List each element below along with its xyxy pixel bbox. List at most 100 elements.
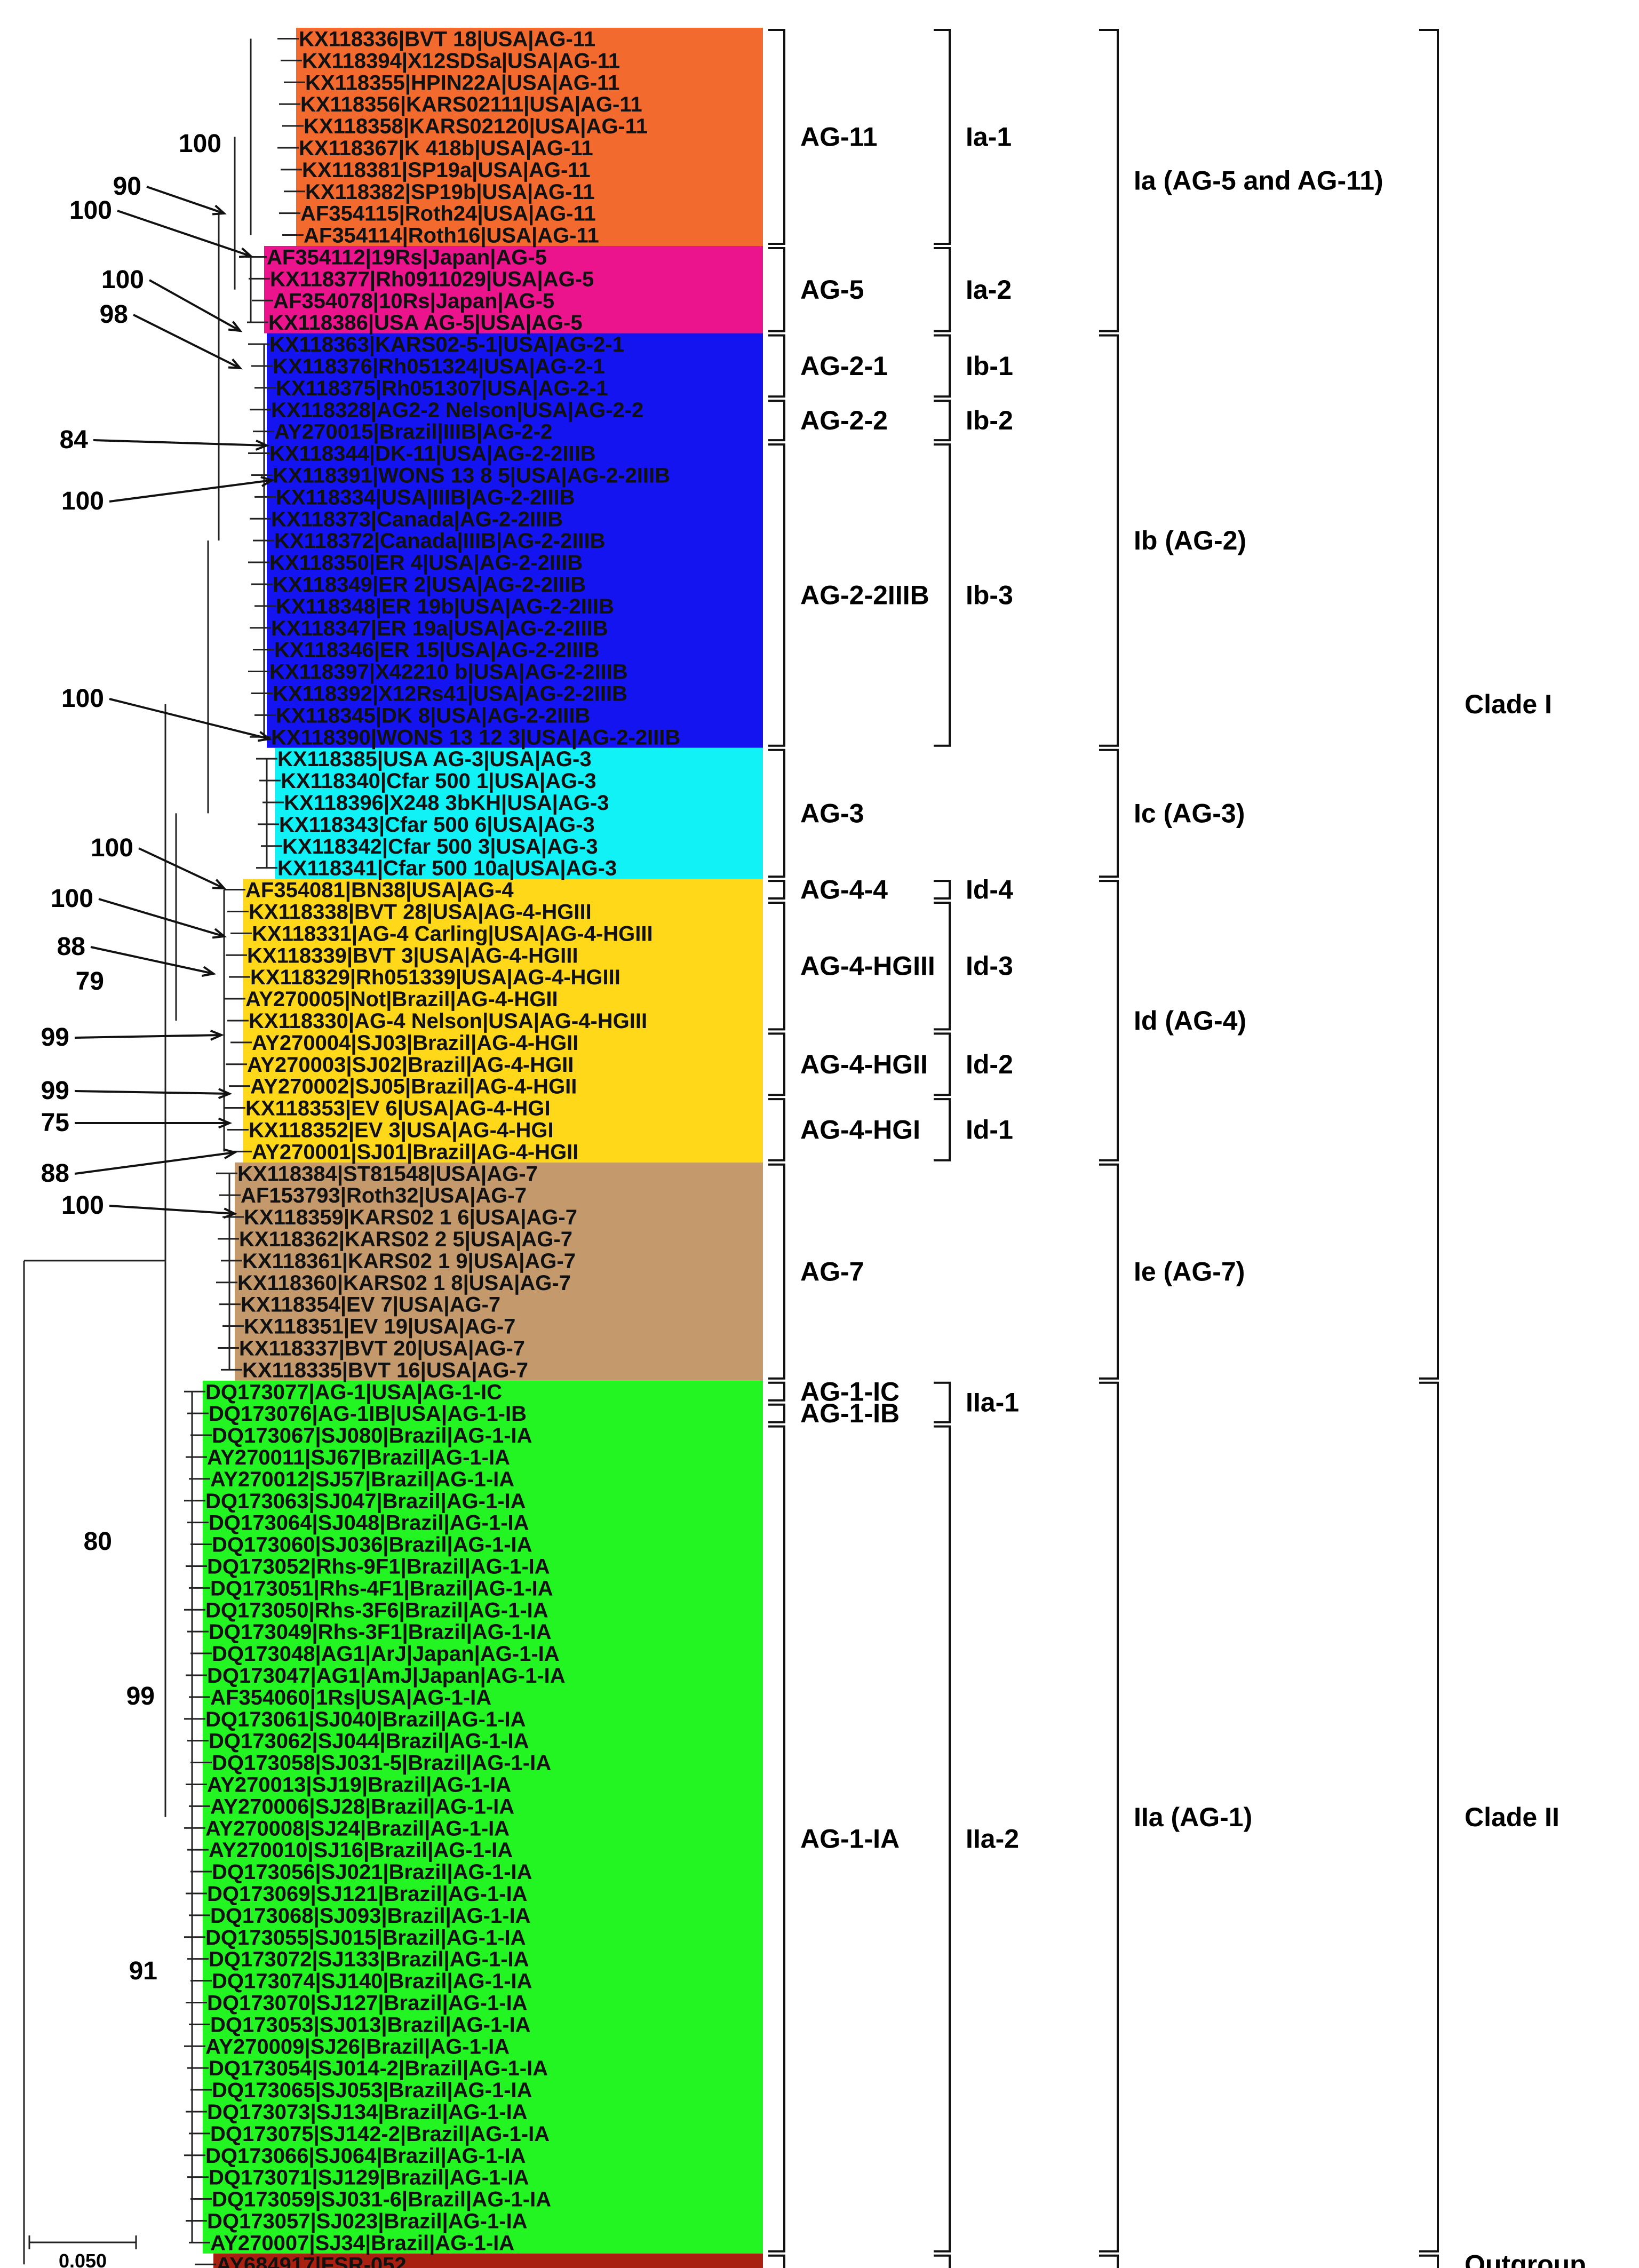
taxon-label: AY270013|SJ19|Brazil|AG-1-IA — [207, 1773, 511, 1796]
taxon-label: KX118390|WONS 13 12 3|USA|AG-2-2IIIB — [271, 726, 680, 749]
arrow-head — [202, 966, 217, 977]
clade-bracket — [934, 902, 951, 1031]
bootstrap-value: 100 — [179, 130, 221, 158]
scale-bar: 0.050 — [28, 2235, 137, 2268]
bootstrap-value: 99 — [41, 1023, 69, 1052]
taxon-label: KX118381|SP19a|USA|AG-11 — [302, 158, 591, 182]
taxon-label: KX118328|AG2-2 Nelson|USA|AG-2-2 — [271, 399, 643, 422]
clade-bracket — [934, 1381, 951, 1423]
taxon-label: DQ173065|SJ053|Brazil|AG-1-IA — [212, 2079, 532, 2102]
bootstrap-value: 100 — [61, 487, 104, 515]
clade-bracket — [1099, 334, 1119, 747]
clade-bracket — [768, 29, 785, 245]
arrow-head — [228, 321, 243, 332]
taxon-label: KX118391|WONS 13 8 5|USA|AG-2-2IIIB — [273, 464, 670, 487]
taxon-label: DQ173053|SJ013|Brazil|AG-1-IA — [210, 2013, 531, 2036]
taxon-label: DQ173048|AG1|ArJ|Japan|AG-1-IA — [212, 1642, 560, 1666]
ag-label: AG-2-2IIIB — [800, 580, 929, 610]
bootstrap-value: 88 — [57, 933, 85, 961]
taxon-label: DQ173067|SJ080|Brazil|AG-1-IA — [212, 1424, 532, 1447]
taxon-label: KX118376|Rh051324|USA|AG-2-1 — [273, 355, 605, 378]
arrow-head — [212, 879, 227, 890]
taxon-label: KX118367|K 418b|USA|AG-11 — [299, 137, 593, 160]
bootstrap-arrow — [117, 210, 251, 257]
clade-bracket — [768, 400, 785, 442]
clade-bracket — [1099, 1163, 1119, 1380]
taxon-label: KX118339|BVT 3|USA|AG-4-HGIII — [247, 944, 578, 967]
taxon-label: DQ173077|AG-1|USA|AG-1-IC — [205, 1380, 502, 1404]
clade-bracket — [768, 334, 785, 398]
group-band — [243, 879, 763, 1163]
arrow-head — [223, 1148, 238, 1159]
taxon-label: DQ173055|SJ015|Brazil|AG-1-IA — [205, 1926, 526, 1949]
taxon-label: AY684917|FSR-052 — [216, 2253, 407, 2268]
clade-label: Id (AG-4) — [1134, 1006, 1246, 1036]
taxon-label: AY270010|SJ16|Brazil|AG-1-IA — [209, 1839, 513, 1862]
clade-bracket — [768, 1098, 785, 1161]
taxon-label: AY270006|SJ28|Brazil|AG-1-IA — [210, 1795, 514, 1818]
bootstrap-value: 79 — [76, 967, 104, 996]
ag-label: AG-4-HGII — [800, 1049, 928, 1079]
clade-bracket — [934, 334, 951, 398]
subclade-label: Ia-2 — [966, 275, 1012, 305]
clade-bracket — [1419, 29, 1439, 1380]
arrow-head — [238, 247, 253, 258]
clade-bracket — [768, 902, 785, 1031]
taxon-label: KX118394|X12SDSa|USA|AG-11 — [302, 49, 620, 73]
bootstrap-arrow — [109, 1205, 235, 1215]
subclade-label: Id-3 — [966, 951, 1013, 981]
major-clade-label: Clade II — [1465, 1802, 1560, 1832]
bootstrap-value: 99 — [41, 1077, 69, 1105]
ag-label: AG-4-HGIII — [800, 951, 935, 981]
clade-label: Ib (AG-2) — [1134, 526, 1246, 555]
taxon-label: KX118356|KARS02111|USA|AG-11 — [300, 93, 642, 116]
taxon-label: KX118334|USA|IIIB|AG-2-2IIIB — [276, 486, 575, 509]
taxon-label: KX118349|ER 2|USA|AG-2-2IIIB — [273, 573, 586, 596]
taxon-label: KX118373|Canada|AG-2-2IIIB — [271, 507, 563, 531]
group-band — [267, 333, 763, 748]
taxon-label: AY270009|SJ26|Brazil|AG-1-IA — [205, 2035, 510, 2058]
ag-label: AG-1-IB — [800, 1398, 900, 1428]
taxon-label: AY270001|SJ01|Brazil|AG-4-HGII — [252, 1140, 578, 1164]
clade-bracket — [768, 2254, 785, 2268]
ag-label: AG-3 — [800, 798, 864, 828]
taxon-label: KX118355|HPIN22A|USA|AG-11 — [305, 71, 619, 94]
clade-bracket — [768, 1032, 785, 1096]
bootstrap-arrow — [138, 847, 225, 889]
clade-bracket — [1099, 2254, 1119, 2268]
taxon-label: AF354115|Roth24|USA|AG-11 — [300, 202, 596, 226]
clade-bracket — [1419, 1381, 1439, 2253]
taxon-label: KX118397|X42210 b|USA|AG-2-2IIIB — [269, 660, 628, 684]
subclade-label: Ia-1 — [966, 122, 1012, 152]
ag-label: AG-2-2 — [800, 405, 888, 435]
taxon-label: KX118372|Canada|IIIB|AG-2-2IIIB — [274, 529, 606, 553]
bootstrap-value: 100 — [69, 196, 112, 225]
taxon-label: DQ173049|Rhs-3F1|Brazil|AG-1-IA — [209, 1620, 552, 1644]
clade-bracket — [1099, 29, 1119, 332]
taxon-label: AF354078|10Rs|Japan|AG-5 — [273, 289, 554, 313]
taxon-label: AF354060|1Rs|USA|AG-1-IA — [210, 1686, 491, 1709]
taxon-labels: KX118336|BVT 18|USA|AG-11KX118394|X12SDS… — [205, 27, 680, 2268]
subclade-label: Ib-3 — [966, 580, 1013, 610]
taxon-label: AY270012|SJ57|Brazil|AG-1-IA — [210, 1468, 514, 1491]
clade-labels: AG-11 AG-5 AG-2-1 AG-2-2 AG-2-2IIIB AG-3 AG-4-… — [800, 122, 1586, 2268]
subclade-label: Id-2 — [966, 1049, 1013, 1079]
taxon-label: DQ173074|SJ140|Brazil|AG-1-IA — [212, 1970, 532, 1993]
bootstrap-arrow — [74, 1034, 222, 1039]
bootstrap-value: 100 — [61, 685, 104, 713]
arrow-head — [212, 928, 227, 939]
taxon-label: KX118344|DK-11|USA|AG-2-2IIIB — [269, 442, 596, 466]
taxon-label: KX118377|Rh0911029|USA|AG-5 — [270, 267, 594, 291]
clade-bracket — [768, 443, 785, 747]
bootstrap-value: 75 — [41, 1109, 69, 1137]
arrow-head — [260, 476, 275, 487]
taxon-label: AY270004|SJ03|Brazil|AG-4-HGII — [252, 1031, 578, 1055]
taxon-label: KX118363|KARS02-5-1|USA|AG-2-1 — [269, 333, 624, 356]
taxon-label: KX118385|USA AG-3|USA|AG-3 — [277, 747, 592, 771]
taxon-label: KX118350|ER 4|USA|AG-2-2IIIB — [269, 551, 583, 575]
scale-bar-label: 0.050 — [59, 2250, 107, 2268]
subclade-label: Id-4 — [966, 875, 1013, 905]
clade-bracket — [768, 247, 785, 332]
group-band — [235, 1162, 763, 1381]
